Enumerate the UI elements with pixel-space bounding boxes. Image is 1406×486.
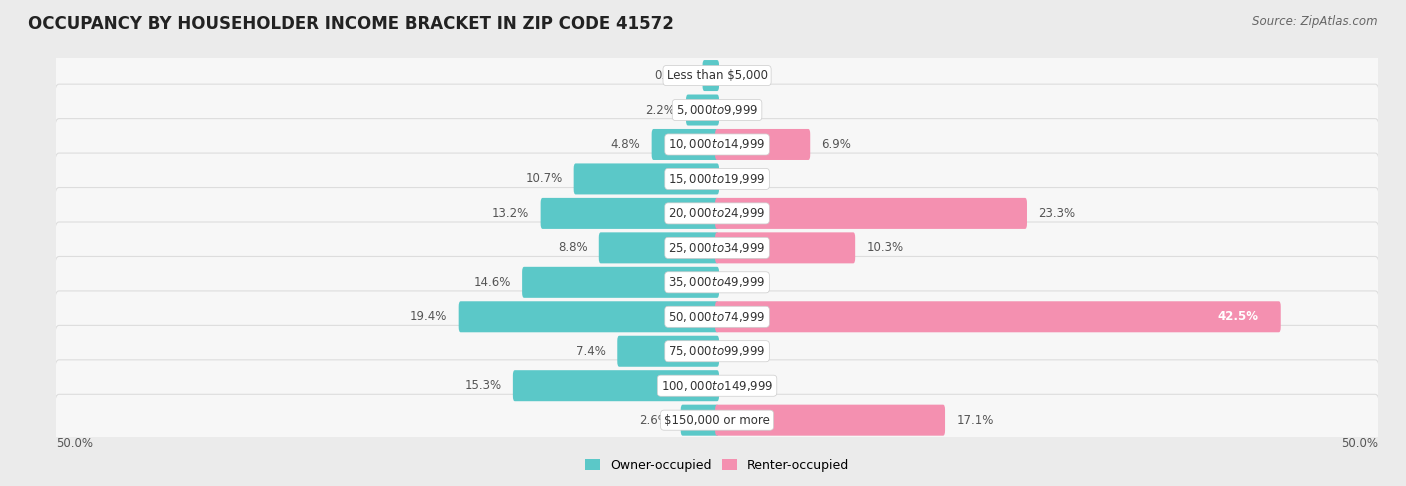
FancyBboxPatch shape	[513, 370, 718, 401]
Text: 10.3%: 10.3%	[866, 242, 904, 254]
Text: 0.0%: 0.0%	[730, 69, 759, 82]
FancyBboxPatch shape	[55, 360, 1379, 412]
Text: 7.4%: 7.4%	[576, 345, 606, 358]
FancyBboxPatch shape	[55, 291, 1379, 343]
Text: 0.0%: 0.0%	[730, 379, 759, 392]
Legend: Owner-occupied, Renter-occupied: Owner-occupied, Renter-occupied	[581, 453, 853, 477]
Text: 0.0%: 0.0%	[730, 345, 759, 358]
FancyBboxPatch shape	[458, 301, 718, 332]
Text: $5,000 to $9,999: $5,000 to $9,999	[676, 103, 758, 117]
FancyBboxPatch shape	[55, 222, 1379, 274]
Text: 14.6%: 14.6%	[474, 276, 510, 289]
Text: $20,000 to $24,999: $20,000 to $24,999	[668, 207, 766, 220]
FancyBboxPatch shape	[55, 50, 1379, 102]
Text: $50,000 to $74,999: $50,000 to $74,999	[668, 310, 766, 324]
Text: $10,000 to $14,999: $10,000 to $14,999	[668, 138, 766, 152]
FancyBboxPatch shape	[55, 257, 1379, 308]
Text: 15.3%: 15.3%	[464, 379, 502, 392]
Text: $25,000 to $34,999: $25,000 to $34,999	[668, 241, 766, 255]
Text: 4.8%: 4.8%	[610, 138, 640, 151]
Text: 2.2%: 2.2%	[645, 104, 675, 117]
Text: $35,000 to $49,999: $35,000 to $49,999	[668, 276, 766, 289]
FancyBboxPatch shape	[716, 129, 810, 160]
Text: Less than $5,000: Less than $5,000	[666, 69, 768, 82]
Text: $75,000 to $99,999: $75,000 to $99,999	[668, 344, 766, 358]
Text: 0.0%: 0.0%	[730, 173, 759, 186]
Text: OCCUPANCY BY HOUSEHOLDER INCOME BRACKET IN ZIP CODE 41572: OCCUPANCY BY HOUSEHOLDER INCOME BRACKET …	[28, 15, 673, 33]
FancyBboxPatch shape	[716, 301, 1281, 332]
Text: $150,000 or more: $150,000 or more	[664, 414, 770, 427]
Text: Source: ZipAtlas.com: Source: ZipAtlas.com	[1253, 15, 1378, 28]
FancyBboxPatch shape	[541, 198, 718, 229]
Text: $15,000 to $19,999: $15,000 to $19,999	[668, 172, 766, 186]
FancyBboxPatch shape	[681, 405, 718, 435]
Text: 0.0%: 0.0%	[730, 276, 759, 289]
FancyBboxPatch shape	[55, 394, 1379, 446]
FancyBboxPatch shape	[716, 405, 945, 435]
FancyBboxPatch shape	[55, 188, 1379, 239]
FancyBboxPatch shape	[703, 60, 718, 91]
FancyBboxPatch shape	[522, 267, 718, 298]
Text: $100,000 to $149,999: $100,000 to $149,999	[661, 379, 773, 393]
FancyBboxPatch shape	[55, 84, 1379, 136]
Text: 13.2%: 13.2%	[492, 207, 530, 220]
FancyBboxPatch shape	[574, 163, 718, 194]
Text: 8.8%: 8.8%	[558, 242, 588, 254]
Text: 2.6%: 2.6%	[640, 414, 669, 427]
Text: 0.0%: 0.0%	[730, 104, 759, 117]
Text: 0.95%: 0.95%	[654, 69, 692, 82]
Text: 50.0%: 50.0%	[1341, 437, 1378, 451]
Text: 42.5%: 42.5%	[1218, 310, 1258, 323]
Text: 6.9%: 6.9%	[821, 138, 852, 151]
FancyBboxPatch shape	[651, 129, 718, 160]
Text: 23.3%: 23.3%	[1038, 207, 1076, 220]
FancyBboxPatch shape	[599, 232, 718, 263]
Text: 19.4%: 19.4%	[411, 310, 447, 323]
FancyBboxPatch shape	[55, 153, 1379, 205]
FancyBboxPatch shape	[55, 119, 1379, 170]
FancyBboxPatch shape	[716, 232, 855, 263]
FancyBboxPatch shape	[55, 326, 1379, 377]
Text: 10.7%: 10.7%	[526, 173, 562, 186]
Text: 50.0%: 50.0%	[56, 437, 93, 451]
FancyBboxPatch shape	[716, 198, 1026, 229]
FancyBboxPatch shape	[686, 94, 718, 125]
FancyBboxPatch shape	[617, 336, 718, 367]
Text: 17.1%: 17.1%	[956, 414, 994, 427]
